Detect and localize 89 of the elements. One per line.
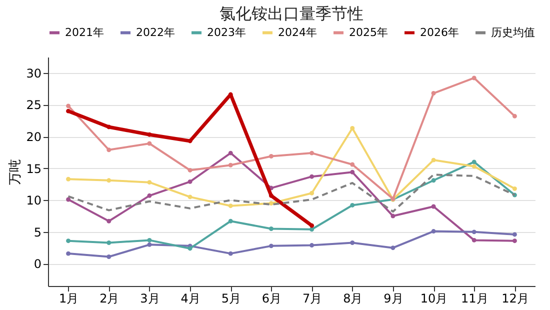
point <box>188 194 192 200</box>
legend-label: 2024年 <box>278 26 317 39</box>
point <box>228 218 233 224</box>
y-tick-label: 25 <box>26 98 42 112</box>
point <box>147 132 152 137</box>
x-tick-label: 11月 <box>460 292 488 306</box>
x-tick-label: 1月 <box>58 292 79 306</box>
point <box>228 162 233 168</box>
y-tick-label: 20 <box>26 130 42 144</box>
point <box>431 178 436 183</box>
point <box>431 158 436 162</box>
point <box>350 162 355 167</box>
point <box>310 190 314 196</box>
point <box>106 178 112 183</box>
point <box>147 242 152 247</box>
point <box>66 251 71 256</box>
legend-label: 2023年 <box>207 26 246 39</box>
x-tick-label: 7月 <box>302 292 322 306</box>
point <box>310 243 314 248</box>
legend-label: 2021年 <box>65 26 104 39</box>
legend-label: 历史均值 <box>491 26 535 39</box>
point <box>106 124 112 130</box>
x-tick-label: 10月 <box>420 292 448 306</box>
chart-title: 氯化铵出口量季节性 <box>220 4 364 23</box>
x-tick-label: 9月 <box>384 292 404 306</box>
y-tick-label: 10 <box>26 194 42 208</box>
point <box>472 230 476 234</box>
point <box>268 226 274 231</box>
point <box>431 204 436 209</box>
point <box>268 193 274 198</box>
y-tick-label: 15 <box>26 162 42 176</box>
point <box>106 254 112 259</box>
point <box>431 91 436 96</box>
point <box>390 214 396 218</box>
point <box>310 227 314 232</box>
point <box>106 240 112 245</box>
point <box>66 238 71 244</box>
x-tick-label: 5月 <box>221 292 241 306</box>
point <box>188 246 192 251</box>
point <box>106 218 112 224</box>
legend-label: 2025年 <box>349 26 388 39</box>
legend-label: 2022年 <box>136 26 175 39</box>
point <box>512 232 517 237</box>
point <box>472 160 476 164</box>
point <box>350 240 355 245</box>
point <box>268 201 274 206</box>
point <box>472 76 476 80</box>
point <box>431 229 436 234</box>
line-series <box>67 174 516 213</box>
point <box>228 150 233 156</box>
point <box>350 170 355 174</box>
x-tick-label: 3月 <box>140 292 160 306</box>
point <box>512 114 517 118</box>
point <box>268 154 274 158</box>
point <box>310 174 314 179</box>
point <box>268 244 274 248</box>
x-tick-label: 8月 <box>343 292 363 306</box>
line-series <box>66 92 314 228</box>
point <box>188 179 192 184</box>
point <box>350 202 355 208</box>
point <box>66 104 71 108</box>
point <box>472 164 476 169</box>
y-axis-title: 万吨 <box>8 159 24 185</box>
y-tick-label: 30 <box>26 66 42 80</box>
point <box>147 238 152 242</box>
point <box>66 176 71 182</box>
point <box>228 251 233 256</box>
point <box>147 141 152 146</box>
point <box>66 197 71 202</box>
point <box>106 148 112 152</box>
point <box>350 126 355 130</box>
point <box>472 238 476 242</box>
y-tick-label: 5 <box>34 225 42 240</box>
point <box>66 108 71 114</box>
point <box>512 186 517 191</box>
x-tick-label: 2月 <box>100 292 120 306</box>
x-tick-label: 4月 <box>180 292 200 306</box>
point <box>310 223 314 228</box>
point <box>310 150 314 156</box>
legend-label: 2026年 <box>420 26 459 39</box>
x-tick-label: 6月 <box>262 292 282 306</box>
x-tick-label: 12月 <box>502 292 529 306</box>
point <box>512 238 517 244</box>
point <box>188 168 192 172</box>
point <box>390 246 396 250</box>
point <box>228 204 233 208</box>
point <box>147 193 152 198</box>
point <box>147 180 152 185</box>
y-tick-label: 0 <box>34 257 42 272</box>
